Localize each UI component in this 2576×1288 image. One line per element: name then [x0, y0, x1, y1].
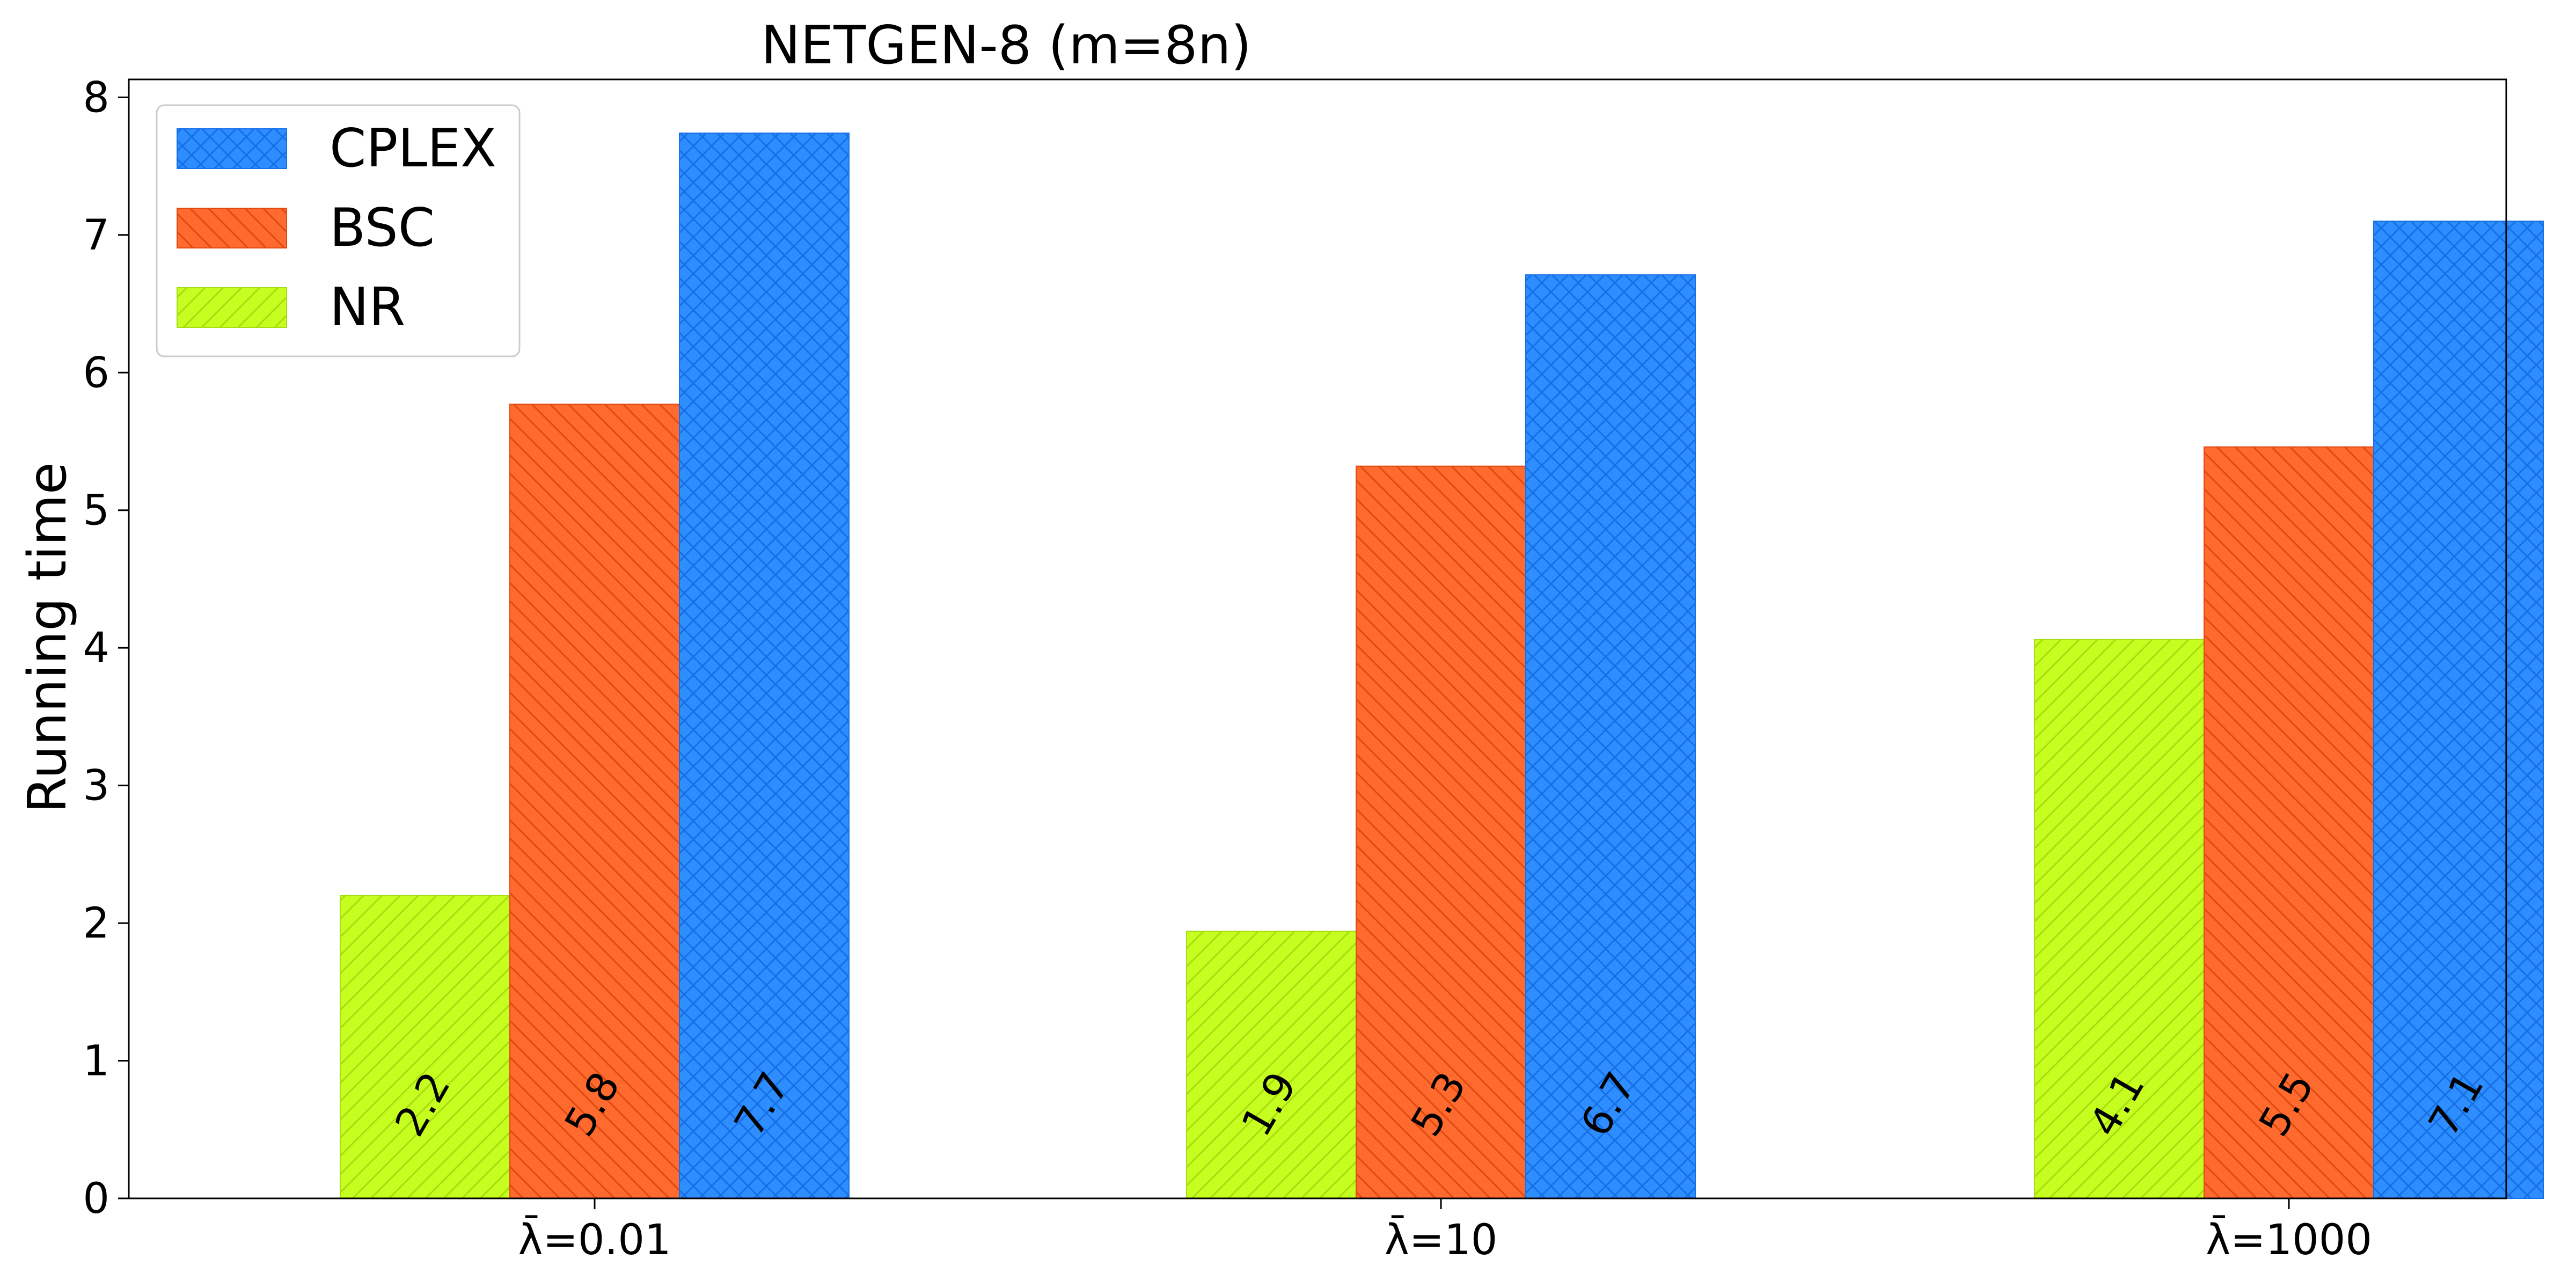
bar-nr-1: [340, 895, 510, 1199]
legend-swatch-nr: [177, 287, 287, 328]
y-axis-label: Running time: [17, 462, 78, 813]
y-tick-label: 5: [83, 487, 109, 535]
bar-cplex-3: [2373, 221, 2544, 1199]
legend: CPLEX BSC NR: [156, 104, 521, 357]
chart-title: NETGEN-8 (m=8n): [761, 15, 1252, 76]
bar-nr-3: [2034, 639, 2205, 1199]
bar-cplex-2: [1525, 274, 1696, 1199]
y-tick-label: 8: [83, 74, 109, 122]
y-tick-label: 3: [83, 762, 109, 810]
y-axis-ticks: 0 1 2 3 4 5 6 7 8: [83, 74, 129, 1223]
y-tick-label: 6: [83, 349, 109, 397]
bar-bsc-3: [2204, 446, 2374, 1199]
legend-label-cplex: CPLEX: [330, 118, 496, 179]
bar-bsc-1: [509, 404, 680, 1199]
bar-cplex-1: [679, 133, 850, 1199]
y-tick-label: 0: [83, 1175, 109, 1223]
y-tick-label: 2: [83, 899, 109, 948]
legend-label-nr: NR: [330, 277, 405, 338]
x-tick-label: λ̄=10: [1385, 1215, 1498, 1264]
bars-group: [340, 133, 2544, 1199]
bar-bsc-2: [1356, 465, 1526, 1199]
legend-swatch-bsc: [177, 208, 287, 248]
plot-frame: [128, 78, 2507, 1199]
y-tick-label: 7: [83, 211, 109, 260]
y-tick-label: 4: [83, 624, 109, 672]
legend-swatch-cplex: [177, 128, 287, 169]
x-tick-label: λ̄=0.01: [518, 1215, 671, 1264]
x-axis-ticks: λ̄=0.01 λ̄=10 λ̄=1000: [518, 1198, 2372, 1264]
bar-nr-2: [1186, 931, 1357, 1199]
y-tick-label: 1: [83, 1037, 109, 1086]
legend-label-bsc: BSC: [330, 197, 435, 259]
x-tick-label: λ̄=1000: [2206, 1215, 2372, 1264]
